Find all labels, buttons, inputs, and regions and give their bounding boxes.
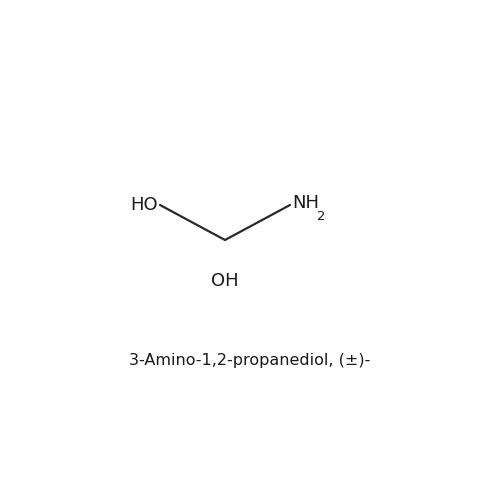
Text: 2: 2 xyxy=(316,210,325,223)
Text: 3-Amino-1,2-propanediol, (±)-: 3-Amino-1,2-propanediol, (±)- xyxy=(130,352,370,368)
Text: OH: OH xyxy=(211,272,239,290)
Text: NH: NH xyxy=(292,194,320,212)
Text: HO: HO xyxy=(130,196,158,214)
